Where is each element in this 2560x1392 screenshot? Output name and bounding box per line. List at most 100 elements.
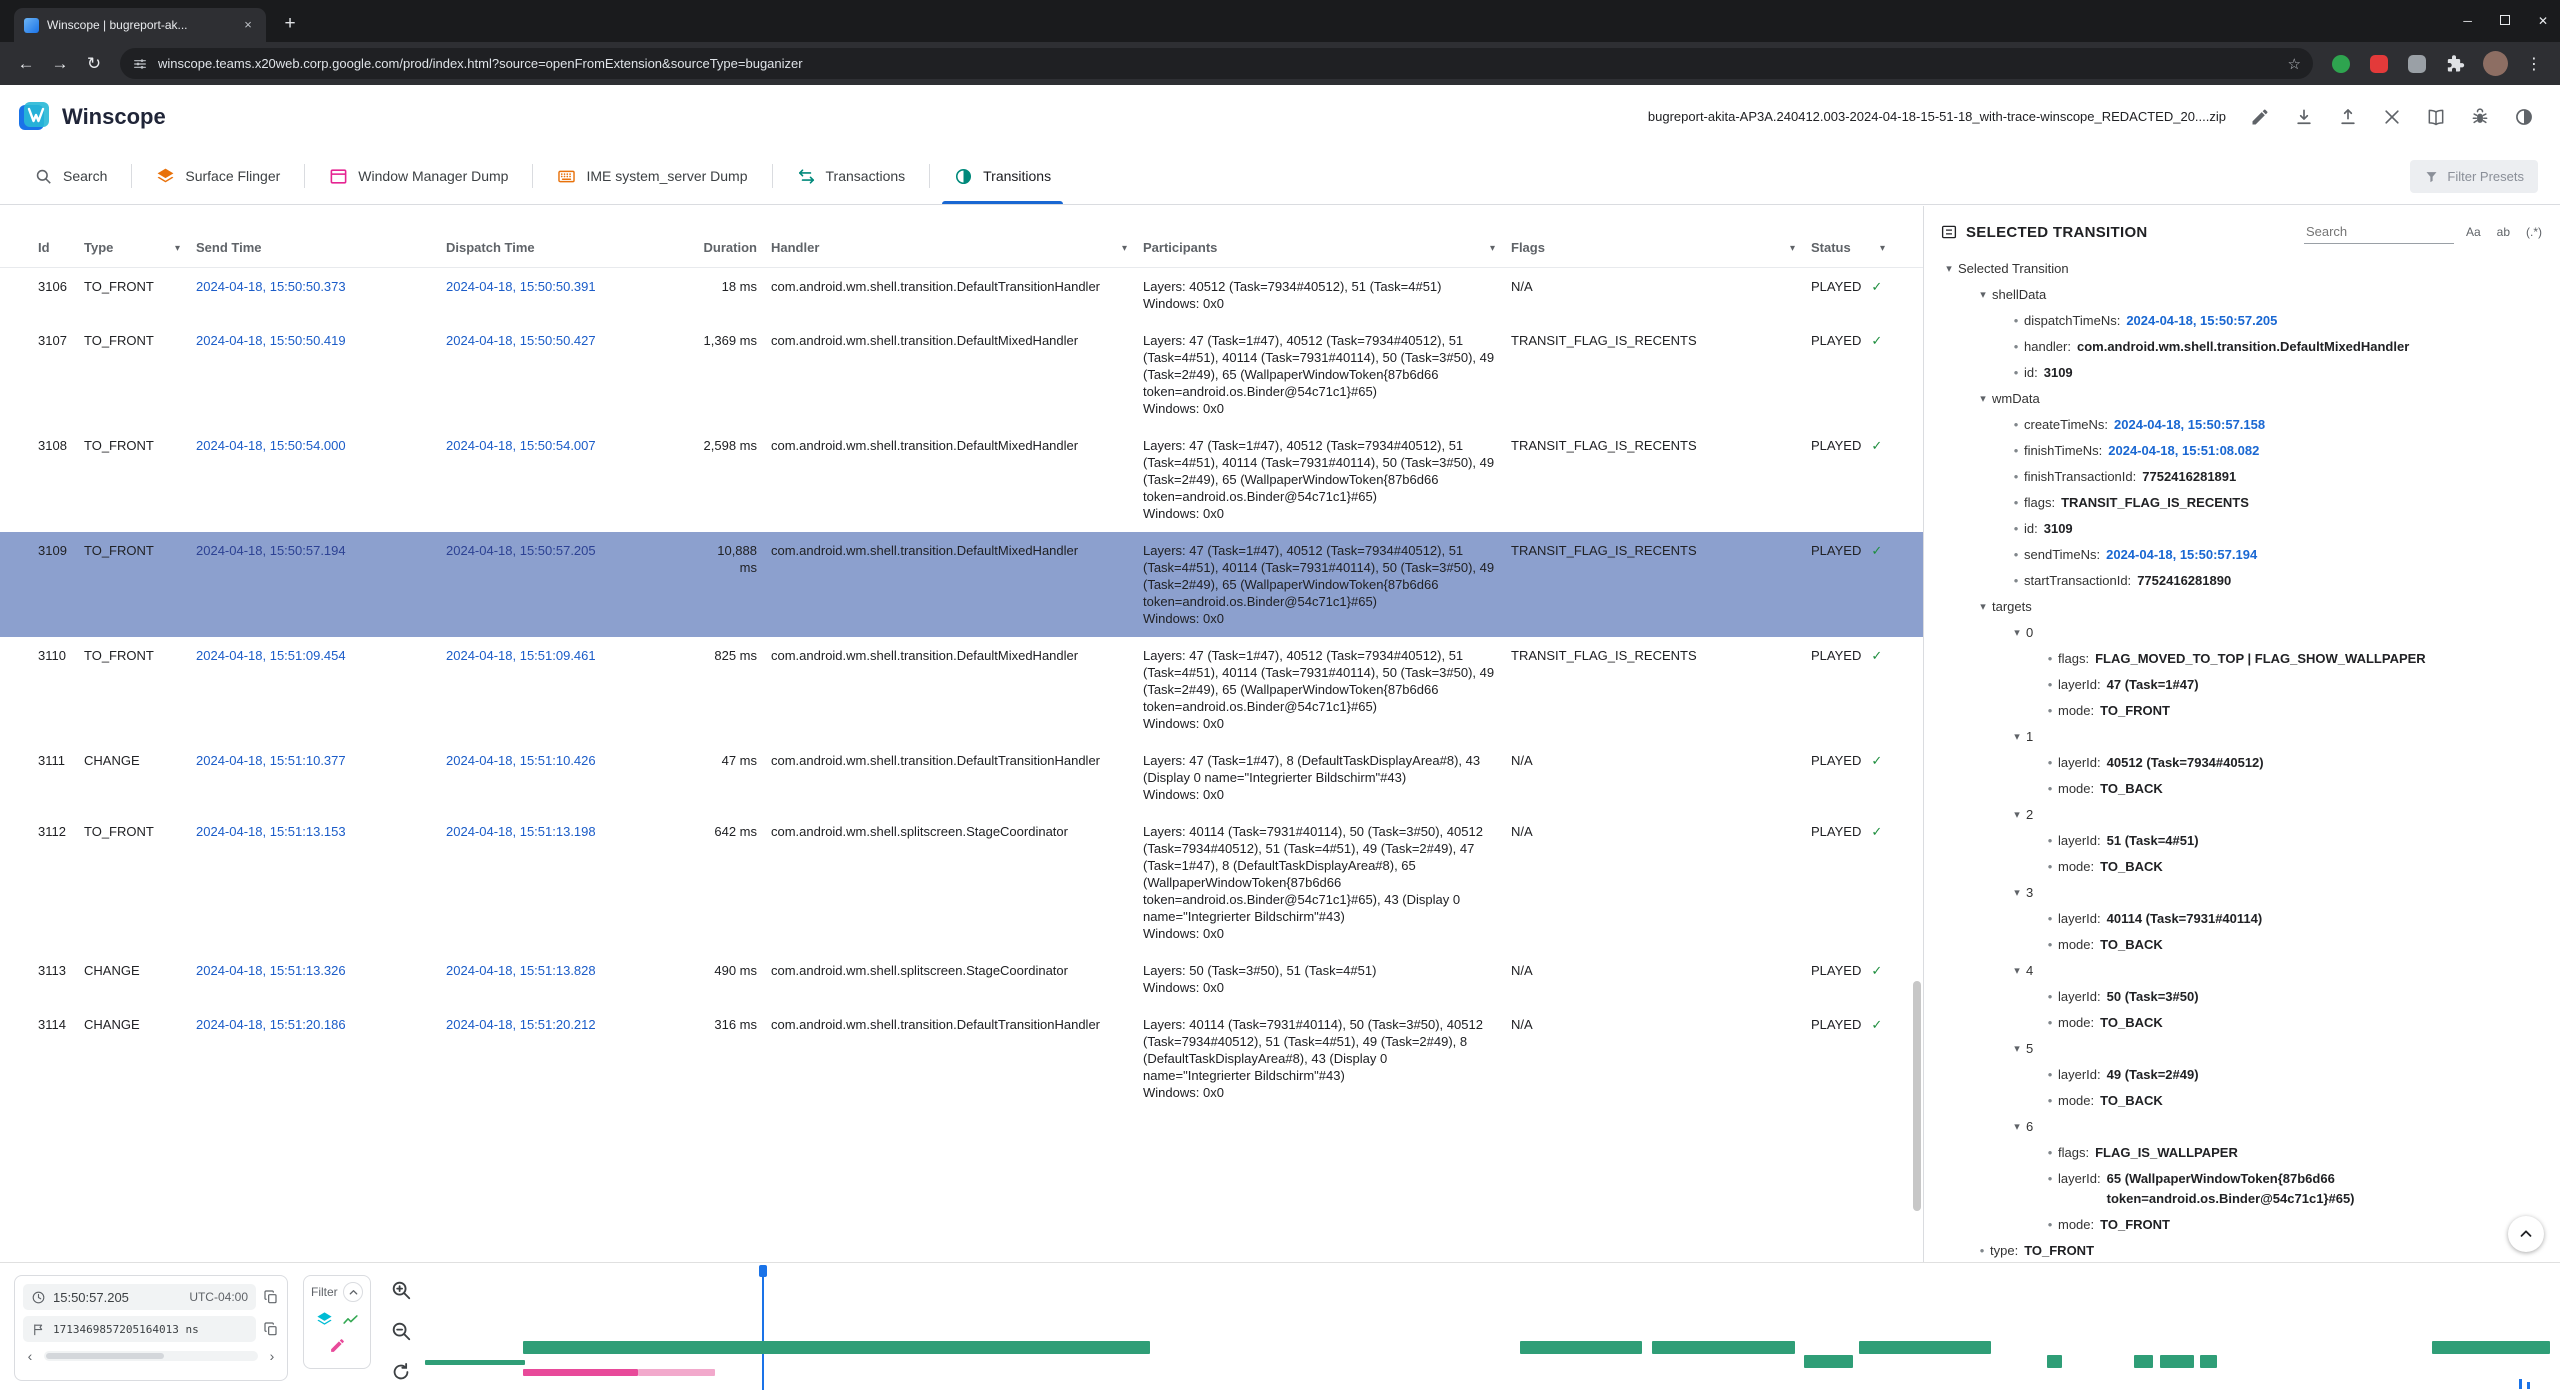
timeline-hscrollbar-thumb[interactable] [46, 1353, 164, 1359]
expand-arrow-icon[interactable]: ▾ [2014, 1043, 2020, 1055]
report-bug-icon[interactable] [2470, 107, 2490, 127]
window-maximize-button[interactable] [2499, 14, 2510, 28]
column-header-flags[interactable]: Flags ▾ [1511, 240, 1795, 255]
edit-filename-icon[interactable] [2250, 107, 2270, 127]
dispatch-time-link[interactable]: 2024-04-18, 15:51:20.212 [446, 1017, 596, 1032]
tree-item[interactable]: ▾ 3 [1930, 880, 2550, 906]
table-row[interactable]: 3108 TO_FRONT 2024-04-18, 15:50:54.000 2… [0, 427, 1923, 532]
dispatch-time-link[interactable]: 2024-04-18, 15:51:10.426 [446, 753, 596, 768]
filter-presets-button[interactable]: Filter Presets [2410, 159, 2538, 193]
timeline-segment[interactable] [1803, 1355, 1853, 1368]
forward-button[interactable]: → [51, 53, 69, 73]
zoom-in-button[interactable] [390, 1279, 412, 1301]
expand-arrow-icon[interactable]: ▾ [2014, 1121, 2020, 1133]
dispatch-time-link[interactable]: 2024-04-18, 15:51:09.461 [446, 648, 596, 663]
clear-traces-icon[interactable] [2382, 107, 2402, 127]
filter-caret-icon[interactable]: ▾ [1789, 243, 1795, 254]
send-time-link[interactable]: 2024-04-18, 15:50:54.000 [196, 438, 346, 453]
send-time-link[interactable]: 2024-04-18, 15:50:57.194 [196, 543, 346, 558]
dispatch-time-link[interactable]: 2024-04-18, 15:50:50.391 [446, 279, 596, 294]
filter-caret-icon[interactable]: ▾ [1121, 243, 1127, 254]
expand-arrow-icon[interactable]: ▾ [2014, 731, 2020, 743]
dispatch-time-link[interactable]: 2024-04-18, 15:51:13.828 [446, 963, 596, 978]
column-header-dispatch-time[interactable]: Dispatch Time [446, 240, 535, 255]
match-case-toggle[interactable]: Aa [2465, 225, 2481, 239]
extension-icon-3[interactable] [2408, 54, 2426, 73]
table-scrollbar-thumb[interactable] [1913, 981, 1921, 1211]
reload-button[interactable]: ↻ [86, 53, 102, 73]
column-header-participants[interactable]: Participants ▾ [1143, 240, 1495, 255]
send-time-link[interactable]: 2024-04-18, 15:50:50.373 [196, 279, 346, 294]
tree-item[interactable]: ▾ shellData [1930, 282, 2550, 308]
dispatch-time-link[interactable]: 2024-04-18, 15:50:50.427 [446, 333, 596, 348]
tree-item[interactable]: ▾ 4 [1930, 958, 2550, 984]
timeline-segment[interactable] [2200, 1355, 2218, 1368]
transitions-trace-icon[interactable] [342, 1311, 359, 1328]
timeline-segment[interactable] [1520, 1341, 1642, 1354]
tree-item[interactable]: ▾ 6 [1930, 1114, 2550, 1140]
expand-arrow-icon[interactable]: ▾ [1980, 393, 1986, 405]
copy-timestamp-button[interactable] [263, 1321, 279, 1337]
send-time-link[interactable]: 2024-04-18, 15:51:09.454 [196, 648, 346, 663]
timeline-segment[interactable] [638, 1369, 715, 1376]
filter-caret-icon[interactable]: ▾ [174, 243, 180, 254]
table-scrollbar[interactable] [1911, 206, 1922, 1262]
url-bar[interactable]: winscope.teams.x20web.corp.google.com/pr… [120, 48, 2313, 79]
tab-surface-flinger[interactable]: Surface Flinger [132, 148, 304, 204]
send-time-link[interactable]: 2024-04-18, 15:51:13.326 [196, 963, 346, 978]
timeline-segment[interactable] [523, 1341, 1150, 1354]
tab-transactions[interactable]: Transactions [773, 148, 930, 204]
column-header-handler[interactable]: Handler ▾ [771, 240, 1127, 255]
filter-caret-icon[interactable]: ▾ [1879, 243, 1885, 254]
new-tab-button[interactable]: + [284, 13, 296, 34]
column-header-type[interactable]: Type ▾ [84, 240, 180, 255]
extension-icon-1[interactable] [2332, 54, 2350, 73]
site-controls-icon[interactable] [132, 56, 148, 72]
zoom-out-button[interactable] [390, 1320, 412, 1342]
protolog-trace-icon[interactable] [329, 1337, 346, 1354]
table-row[interactable]: 3107 TO_FRONT 2024-04-18, 15:50:50.419 2… [0, 322, 1923, 427]
tree-item[interactable]: ▾ 5 [1930, 1036, 2550, 1062]
column-header-id[interactable]: Id [38, 240, 50, 255]
table-row[interactable]: 3113 CHANGE 2024-04-18, 15:51:13.326 202… [0, 952, 1923, 1006]
match-word-toggle[interactable]: ab [2496, 225, 2510, 239]
timeline-segment[interactable] [2432, 1341, 2550, 1354]
column-header-status[interactable]: Status ▾ [1811, 240, 1885, 255]
extensions-puzzle-icon[interactable] [2445, 54, 2465, 74]
extension-icon-2[interactable] [2370, 54, 2388, 73]
send-time-link[interactable]: 2024-04-18, 15:50:50.419 [196, 333, 346, 348]
expand-arrow-icon[interactable]: ▾ [2014, 887, 2020, 899]
dark-mode-icon[interactable] [2514, 107, 2534, 127]
tab-close-icon[interactable]: × [244, 17, 252, 32]
timeline-segment[interactable] [425, 1360, 526, 1365]
tab-search[interactable]: Search [10, 148, 131, 204]
expand-arrow-icon[interactable]: ▾ [2014, 627, 2020, 639]
expand-arrow-icon[interactable]: ▾ [1980, 601, 1986, 613]
expand-arrow-icon[interactable]: ▾ [1980, 289, 1986, 301]
browser-tab[interactable]: Winscope | bugreport-ak... × [14, 8, 266, 42]
filter-caret-icon[interactable]: ▾ [1489, 243, 1495, 254]
tree-item[interactable]: ▾ 0 [1930, 620, 2550, 646]
dispatch-time-link[interactable]: 2024-04-18, 15:50:54.007 [446, 438, 596, 453]
panel-search-input[interactable] [2303, 220, 2454, 244]
table-row[interactable]: 3106 TO_FRONT 2024-04-18, 15:50:50.373 2… [0, 268, 1923, 322]
send-time-link[interactable]: 2024-04-18, 15:51:20.186 [196, 1017, 346, 1032]
timeline-segment[interactable] [2159, 1355, 2194, 1368]
bookmark-star-icon[interactable]: ☆ [2287, 55, 2301, 73]
collapse-filter-button[interactable] [343, 1282, 363, 1302]
expand-arrow-icon[interactable]: ▾ [1946, 263, 1952, 275]
upload-traces-icon[interactable] [2338, 107, 2358, 127]
table-row[interactable]: 3114 CHANGE 2024-04-18, 15:51:20.186 202… [0, 1006, 1923, 1111]
regex-toggle[interactable]: (.*) [2526, 225, 2542, 239]
timeline-cursor[interactable] [758, 1265, 767, 1390]
timeline-segment[interactable] [1652, 1341, 1796, 1354]
timeline-scroll-left-button[interactable]: ‹ [27, 1348, 33, 1364]
table-row[interactable]: 3112 TO_FRONT 2024-04-18, 15:51:13.153 2… [0, 813, 1923, 952]
timeline-segment[interactable] [2134, 1355, 2154, 1368]
expand-arrow-icon[interactable]: ▾ [2014, 965, 2020, 977]
documentation-icon[interactable] [2426, 107, 2446, 127]
timeline-canvas[interactable] [425, 1263, 2556, 1392]
table-row[interactable]: 3110 TO_FRONT 2024-04-18, 15:51:09.454 2… [0, 637, 1923, 742]
window-close-button[interactable]: ✕ [2537, 14, 2548, 28]
tree-item[interactable]: ▾ 1 [1930, 724, 2550, 750]
